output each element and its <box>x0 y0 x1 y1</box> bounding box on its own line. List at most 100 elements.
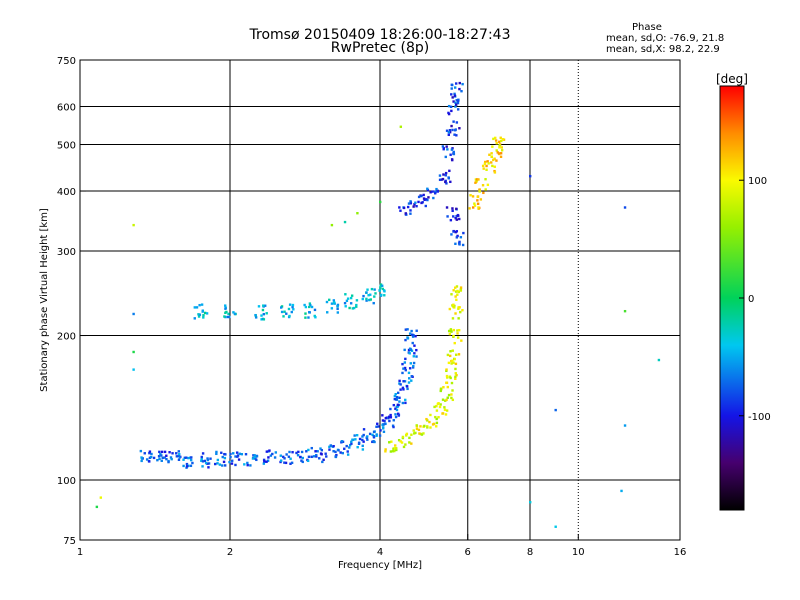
data-point-1-10-13 <box>459 289 462 292</box>
colorbar-tick-label-0: 0 <box>748 294 754 305</box>
data-point-2-4-4 <box>309 304 312 307</box>
data-point-0-21-11 <box>402 367 405 370</box>
data-point-0-21-12 <box>409 362 412 365</box>
data-point-4-0-5 <box>471 206 475 209</box>
data-point-0-18-6 <box>394 415 398 419</box>
data-point-3-3-5 <box>445 182 448 185</box>
data-point-5-10-0 <box>399 125 403 128</box>
data-point-0-12-6 <box>332 449 335 453</box>
data-point-5-9-0 <box>379 200 382 204</box>
data-point-0-11-10 <box>315 454 318 457</box>
data-point-0-11-5 <box>310 446 313 450</box>
data-point-4-3-7 <box>499 155 503 159</box>
data-point-4-1-3 <box>484 188 487 191</box>
data-point-2-8-13 <box>380 293 383 297</box>
data-point-0-0-12 <box>149 455 153 459</box>
data-point-1-10-1 <box>452 289 455 292</box>
data-point-1-2-1 <box>412 429 415 432</box>
data-point-1-9-3 <box>454 312 457 315</box>
data-point-0-5-13 <box>223 452 226 456</box>
data-point-1-3-11 <box>434 415 437 419</box>
data-point-1-5-3 <box>446 385 450 389</box>
data-point-1-8-1 <box>449 328 453 331</box>
data-point-0-10-7 <box>296 454 300 457</box>
data-point-1-0-3 <box>389 450 393 453</box>
data-point-2-6-7 <box>350 294 354 297</box>
data-point-0-1-1 <box>163 450 167 454</box>
data-point-2-7-4 <box>362 294 365 298</box>
colorbar <box>719 85 745 511</box>
data-point-1-1-12 <box>408 441 411 444</box>
data-point-0-6-4 <box>231 459 234 462</box>
data-point-0-2-13 <box>167 460 170 464</box>
data-point-2-6-2 <box>351 307 355 310</box>
data-point-4-3-0 <box>495 149 498 152</box>
data-point-2-5-11 <box>336 307 339 311</box>
y-tick-label-500: 500 <box>57 141 76 152</box>
data-point-4-2-6 <box>490 161 493 164</box>
data-point-2-6-10 <box>349 296 353 300</box>
data-point-1-2-4 <box>417 428 421 432</box>
data-point-1-0-4 <box>395 448 398 452</box>
data-point-0-5-12 <box>213 462 217 466</box>
data-point-1-4-8 <box>441 412 444 415</box>
data-point-1-6-1 <box>454 372 457 375</box>
data-point-2-0-12 <box>205 312 209 315</box>
data-point-2-7-9 <box>365 291 368 294</box>
data-point-2-0-0 <box>193 317 196 320</box>
data-point-0-9-12 <box>285 453 288 456</box>
data-point-0-18-9 <box>388 416 391 419</box>
data-point-0-6-10 <box>236 455 239 458</box>
data-point-2-7-12 <box>369 298 372 301</box>
data-point-3-9-0 <box>455 214 458 218</box>
data-point-1-8-7 <box>456 329 459 332</box>
data-point-0-17-5 <box>383 422 387 425</box>
data-point-0-16-0 <box>382 430 386 433</box>
data-point-4-1-1 <box>481 184 485 187</box>
data-point-3-5-10 <box>450 124 453 128</box>
data-point-0-23-0 <box>411 335 415 338</box>
data-point-4-0-6 <box>468 207 471 210</box>
data-point-0-5-11 <box>223 456 227 460</box>
data-point-2-3-11 <box>280 310 284 314</box>
data-point-1-10-12 <box>454 286 457 289</box>
data-point-1-6-9 <box>454 377 457 381</box>
data-point-3-7-12 <box>450 93 453 96</box>
chart-title: Tromsø 20150409 18:26:00-18:27:43 <box>249 27 511 43</box>
data-point-0-8-5 <box>262 462 266 465</box>
data-point-2-3-12 <box>279 306 283 309</box>
data-point-0-10-6 <box>307 448 310 452</box>
data-point-0-14-12 <box>351 438 354 441</box>
data-point-2-8-3 <box>383 294 386 297</box>
data-point-3-4-4 <box>446 148 449 151</box>
data-point-3-5-12 <box>455 121 459 124</box>
data-point-2-6-4 <box>348 306 351 310</box>
data-point-0-0-5 <box>140 459 143 463</box>
data-point-0-9-8 <box>280 459 283 462</box>
data-point-0-20-5 <box>398 382 401 385</box>
data-point-4-0-12 <box>476 195 480 198</box>
data-point-1-5-4 <box>450 393 453 396</box>
data-point-4-2-9 <box>493 169 496 173</box>
data-point-3-2-9 <box>435 187 438 191</box>
data-point-2-6-11 <box>345 299 349 303</box>
data-point-0-4-2 <box>201 452 205 455</box>
data-point-0-16-10 <box>378 434 382 437</box>
data-point-0-14-10 <box>356 445 359 449</box>
data-point-3-8-3 <box>454 242 457 246</box>
x-tick-label-16: 16 <box>674 547 687 558</box>
data-point-0-13-11 <box>348 446 351 449</box>
data-point-0-20-9 <box>407 381 411 384</box>
data-point-0-8-8 <box>269 454 273 457</box>
data-point-5-0-0 <box>132 223 135 227</box>
data-point-1-0-2 <box>384 448 387 451</box>
data-point-1-0-13 <box>395 447 398 450</box>
data-point-0-2-3 <box>177 450 181 453</box>
data-point-1-2-7 <box>422 432 425 435</box>
data-point-0-13-10 <box>341 451 344 455</box>
data-point-5-8-0 <box>330 223 334 227</box>
data-point-1-6-12 <box>454 375 457 379</box>
data-point-3-8-2 <box>462 231 465 235</box>
data-point-2-2-6 <box>254 316 258 319</box>
data-point-2-6-6 <box>346 297 350 300</box>
